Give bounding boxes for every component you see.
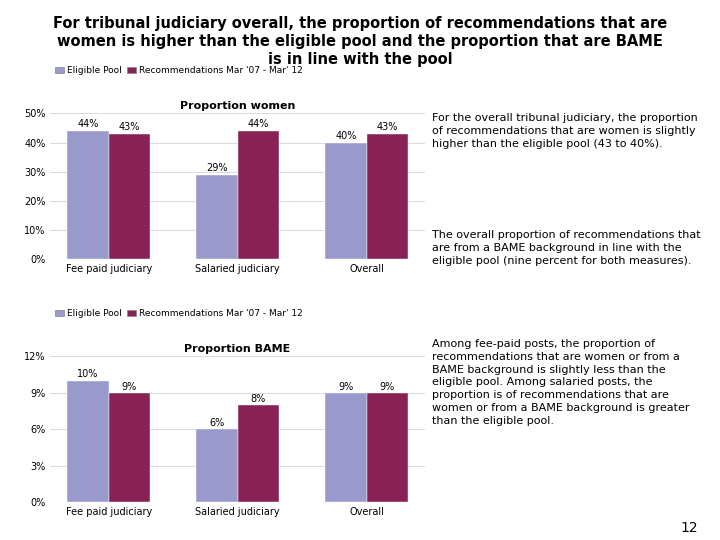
Text: 44%: 44% <box>248 119 269 129</box>
Text: 29%: 29% <box>206 163 228 173</box>
Bar <box>109 134 150 259</box>
Text: For the overall tribunal judiciary, the proportion
of recommendations that are w: For the overall tribunal judiciary, the … <box>432 113 698 149</box>
Legend: Eligible Pool, Recommendations Mar '07 - Mar' 12: Eligible Pool, Recommendations Mar '07 -… <box>51 63 307 79</box>
Bar <box>109 393 150 502</box>
Title: Proportion women: Proportion women <box>180 101 295 111</box>
Bar <box>238 405 279 502</box>
Bar <box>366 134 408 259</box>
Text: 9%: 9% <box>122 382 137 392</box>
Title: Proportion BAME: Proportion BAME <box>184 344 291 354</box>
Text: For tribunal judiciary overall, the proportion of recommendations that are
women: For tribunal judiciary overall, the prop… <box>53 16 667 67</box>
Text: Among fee-paid posts, the proportion of
recommendations that are women or from a: Among fee-paid posts, the proportion of … <box>432 339 690 426</box>
Text: The overall proportion of recommendations that
are from a BAME background in lin: The overall proportion of recommendation… <box>432 230 701 266</box>
Text: 6%: 6% <box>210 418 225 428</box>
Text: 43%: 43% <box>119 122 140 132</box>
Legend: Eligible Pool, Recommendations Mar '07 - Mar' 12: Eligible Pool, Recommendations Mar '07 -… <box>51 306 307 322</box>
Text: 8%: 8% <box>251 394 266 404</box>
Bar <box>68 381 109 502</box>
Text: 9%: 9% <box>379 382 395 392</box>
Bar <box>197 174 238 259</box>
Bar <box>238 131 279 259</box>
Text: 40%: 40% <box>336 131 356 141</box>
Bar <box>197 429 238 502</box>
Bar <box>366 393 408 502</box>
Bar <box>68 131 109 259</box>
Text: 12: 12 <box>681 521 698 535</box>
Text: 9%: 9% <box>338 382 354 392</box>
Text: 43%: 43% <box>377 122 398 132</box>
Bar <box>325 393 366 502</box>
Bar <box>325 143 366 259</box>
Text: 44%: 44% <box>77 119 99 129</box>
Text: 10%: 10% <box>77 369 99 380</box>
